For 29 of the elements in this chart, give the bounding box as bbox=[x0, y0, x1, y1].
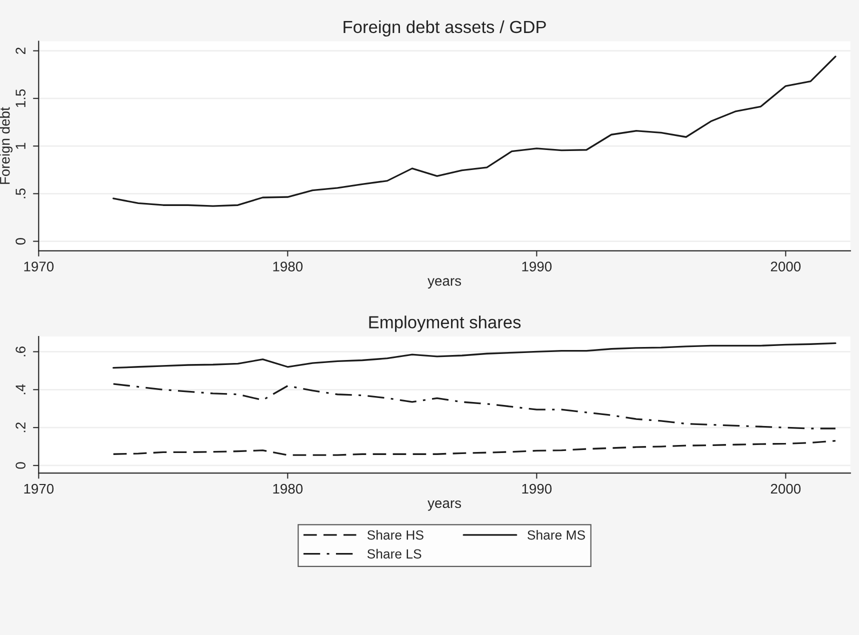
y-tick-label: 2 bbox=[16, 48, 26, 54]
x-axis-title: years bbox=[428, 278, 462, 289]
x-tick-label: 1990 bbox=[522, 484, 552, 494]
y-tick-label: .5 bbox=[16, 188, 26, 198]
line-series bbox=[112, 383, 836, 430]
y-tick-label: 0 bbox=[16, 238, 26, 245]
x-axis-title: years bbox=[428, 500, 462, 511]
y-tick-label: 0 bbox=[16, 462, 26, 469]
line-series bbox=[112, 342, 836, 369]
x-tick-label: 1970 bbox=[24, 262, 54, 272]
legend-label: Share LS bbox=[367, 548, 422, 559]
y-axis-title: Foreign debt bbox=[0, 107, 13, 184]
chart-title: Employment shares bbox=[369, 316, 521, 332]
x-tick-label: 1970 bbox=[24, 484, 54, 494]
x-tick-label: 2000 bbox=[770, 262, 801, 272]
y-tick-label: .6 bbox=[16, 346, 26, 356]
y-tick-label: .4 bbox=[16, 384, 26, 394]
y-tick-label: 1 bbox=[16, 142, 26, 149]
x-tick-label: 1980 bbox=[273, 484, 303, 494]
y-tick-label: .2 bbox=[16, 422, 26, 432]
x-tick-label: 2000 bbox=[770, 484, 801, 494]
legend-label: Share MS bbox=[528, 530, 585, 540]
legend-label: Share HS bbox=[367, 530, 424, 540]
line-series bbox=[112, 56, 836, 207]
chart-title: Foreign debt assets / GDP bbox=[344, 20, 546, 37]
x-tick-label: 1990 bbox=[522, 262, 552, 272]
y-tick-label: 1.5 bbox=[16, 89, 26, 108]
x-tick-label: 1980 bbox=[273, 262, 303, 272]
line-series bbox=[112, 440, 836, 456]
